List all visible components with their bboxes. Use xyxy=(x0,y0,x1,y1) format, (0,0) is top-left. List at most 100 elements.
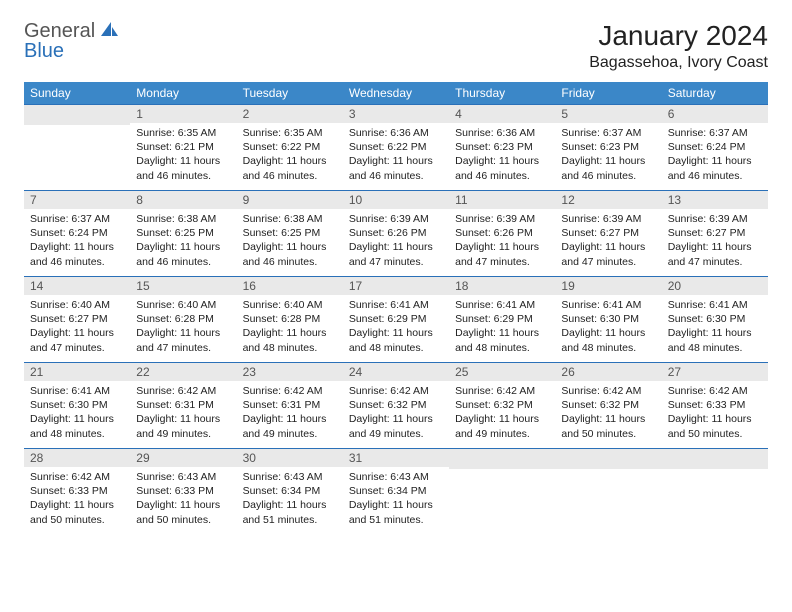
daylight-text: Daylight: 11 hours and 48 minutes. xyxy=(668,326,762,354)
day-number: 28 xyxy=(24,448,130,467)
daylight-text: Daylight: 11 hours and 51 minutes. xyxy=(243,498,337,526)
calendar-day-cell: 13Sunrise: 6:39 AMSunset: 6:27 PMDayligh… xyxy=(662,190,768,276)
day-details: Sunrise: 6:36 AMSunset: 6:22 PMDaylight:… xyxy=(343,123,449,189)
daylight-text: Daylight: 11 hours and 49 minutes. xyxy=(349,412,443,440)
day-details: Sunrise: 6:35 AMSunset: 6:21 PMDaylight:… xyxy=(130,123,236,189)
day-number xyxy=(24,104,130,125)
calendar-day-cell: 16Sunrise: 6:40 AMSunset: 6:28 PMDayligh… xyxy=(237,276,343,362)
day-number: 24 xyxy=(343,362,449,381)
day-details: Sunrise: 6:36 AMSunset: 6:23 PMDaylight:… xyxy=(449,123,555,189)
weekday-header: Tuesday xyxy=(237,82,343,104)
calendar-day-cell: 28Sunrise: 6:42 AMSunset: 6:33 PMDayligh… xyxy=(24,448,130,534)
sunrise-text: Sunrise: 6:39 AM xyxy=(668,212,762,226)
title-block: January 2024 Bagassehoa, Ivory Coast xyxy=(589,20,768,72)
calendar-day-cell: 19Sunrise: 6:41 AMSunset: 6:30 PMDayligh… xyxy=(555,276,661,362)
daylight-text: Daylight: 11 hours and 46 minutes. xyxy=(455,154,549,182)
calendar-day-cell: 20Sunrise: 6:41 AMSunset: 6:30 PMDayligh… xyxy=(662,276,768,362)
sunset-text: Sunset: 6:27 PM xyxy=(561,226,655,240)
sunrise-text: Sunrise: 6:41 AM xyxy=(455,298,549,312)
day-details: Sunrise: 6:42 AMSunset: 6:33 PMDaylight:… xyxy=(662,381,768,447)
weekday-header: Friday xyxy=(555,82,661,104)
day-number: 7 xyxy=(24,190,130,209)
weekday-header: Wednesday xyxy=(343,82,449,104)
day-number: 23 xyxy=(237,362,343,381)
day-number: 19 xyxy=(555,276,661,295)
day-number: 29 xyxy=(130,448,236,467)
sunset-text: Sunset: 6:34 PM xyxy=(243,484,337,498)
sunset-text: Sunset: 6:23 PM xyxy=(455,140,549,154)
day-number: 8 xyxy=(130,190,236,209)
sunrise-text: Sunrise: 6:37 AM xyxy=(561,126,655,140)
daylight-text: Daylight: 11 hours and 48 minutes. xyxy=(561,326,655,354)
day-details: Sunrise: 6:39 AMSunset: 6:26 PMDaylight:… xyxy=(449,209,555,275)
sunset-text: Sunset: 6:29 PM xyxy=(455,312,549,326)
day-number: 17 xyxy=(343,276,449,295)
calendar-week-row: 7Sunrise: 6:37 AMSunset: 6:24 PMDaylight… xyxy=(24,190,768,276)
sunrise-text: Sunrise: 6:43 AM xyxy=(136,470,230,484)
day-number: 9 xyxy=(237,190,343,209)
day-number xyxy=(555,448,661,469)
calendar-day-cell: 2Sunrise: 6:35 AMSunset: 6:22 PMDaylight… xyxy=(237,104,343,190)
day-details: Sunrise: 6:41 AMSunset: 6:30 PMDaylight:… xyxy=(24,381,130,447)
daylight-text: Daylight: 11 hours and 49 minutes. xyxy=(243,412,337,440)
daylight-text: Daylight: 11 hours and 46 minutes. xyxy=(136,154,230,182)
daylight-text: Daylight: 11 hours and 46 minutes. xyxy=(668,154,762,182)
sunrise-text: Sunrise: 6:36 AM xyxy=(455,126,549,140)
day-details: Sunrise: 6:41 AMSunset: 6:30 PMDaylight:… xyxy=(555,295,661,361)
calendar-day-cell: 8 Sunrise: 6:38 AMSunset: 6:25 PMDaylight… xyxy=(130,190,236,276)
day-number: 25 xyxy=(449,362,555,381)
day-details: Sunrise: 6:43 AMSunset: 6:34 PMDaylight:… xyxy=(343,467,449,533)
sunset-text: Sunset: 6:31 PM xyxy=(243,398,337,412)
day-number: 21 xyxy=(24,362,130,381)
calendar-day-cell: 31Sunrise: 6:43 AMSunset: 6:34 PMDayligh… xyxy=(343,448,449,534)
sunrise-text: Sunrise: 6:43 AM xyxy=(349,470,443,484)
day-details: Sunrise: 6:37 AMSunset: 6:23 PMDaylight:… xyxy=(555,123,661,189)
sunset-text: Sunset: 6:28 PM xyxy=(136,312,230,326)
calendar-day-cell: 27Sunrise: 6:42 AMSunset: 6:33 PMDayligh… xyxy=(662,362,768,448)
day-details: Sunrise: 6:40 AMSunset: 6:28 PMDaylight:… xyxy=(130,295,236,361)
daylight-text: Daylight: 11 hours and 49 minutes. xyxy=(455,412,549,440)
day-details: Sunrise: 6:41 AMSunset: 6:29 PMDaylight:… xyxy=(343,295,449,361)
calendar-day-cell: 10Sunrise: 6:39 AMSunset: 6:26 PMDayligh… xyxy=(343,190,449,276)
day-number: 4 xyxy=(449,104,555,123)
sunrise-text: Sunrise: 6:39 AM xyxy=(561,212,655,226)
calendar-day-cell: 30Sunrise: 6:43 AMSunset: 6:34 PMDayligh… xyxy=(237,448,343,534)
calendar-day-cell: 1Sunrise: 6:35 AMSunset: 6:21 PMDaylight… xyxy=(130,104,236,190)
day-details: Sunrise: 6:40 AMSunset: 6:27 PMDaylight:… xyxy=(24,295,130,361)
sunset-text: Sunset: 6:24 PM xyxy=(30,226,124,240)
daylight-text: Daylight: 11 hours and 47 minutes. xyxy=(349,240,443,268)
sunset-text: Sunset: 6:33 PM xyxy=(136,484,230,498)
day-number: 11 xyxy=(449,190,555,209)
calendar-day-cell: 4Sunrise: 6:36 AMSunset: 6:23 PMDaylight… xyxy=(449,104,555,190)
calendar-week-row: 21Sunrise: 6:41 AMSunset: 6:30 PMDayligh… xyxy=(24,362,768,448)
sunset-text: Sunset: 6:26 PM xyxy=(455,226,549,240)
calendar-day-cell: 26Sunrise: 6:42 AMSunset: 6:32 PMDayligh… xyxy=(555,362,661,448)
calendar-day-cell: 11Sunrise: 6:39 AMSunset: 6:26 PMDayligh… xyxy=(449,190,555,276)
sunrise-text: Sunrise: 6:42 AM xyxy=(30,470,124,484)
weekday-header: Sunday xyxy=(24,82,130,104)
sunrise-text: Sunrise: 6:41 AM xyxy=(349,298,443,312)
sunrise-text: Sunrise: 6:42 AM xyxy=(668,384,762,398)
day-number: 15 xyxy=(130,276,236,295)
sunrise-text: Sunrise: 6:41 AM xyxy=(561,298,655,312)
sunrise-text: Sunrise: 6:42 AM xyxy=(136,384,230,398)
day-details: Sunrise: 6:42 AMSunset: 6:32 PMDaylight:… xyxy=(343,381,449,447)
sunset-text: Sunset: 6:32 PM xyxy=(561,398,655,412)
sunset-text: Sunset: 6:25 PM xyxy=(136,226,230,240)
sunset-text: Sunset: 6:22 PM xyxy=(243,140,337,154)
day-number: 31 xyxy=(343,448,449,467)
day-details: Sunrise: 6:42 AMSunset: 6:32 PMDaylight:… xyxy=(555,381,661,447)
calendar-day-cell: 3Sunrise: 6:36 AMSunset: 6:22 PMDaylight… xyxy=(343,104,449,190)
day-details: Sunrise: 6:38 AMSunset: 6:25 PMDaylight:… xyxy=(237,209,343,275)
sunrise-text: Sunrise: 6:42 AM xyxy=(243,384,337,398)
day-details: Sunrise: 6:37 AMSunset: 6:24 PMDaylight:… xyxy=(24,209,130,275)
calendar-day-cell xyxy=(24,104,130,190)
calendar-day-cell: 6Sunrise: 6:37 AMSunset: 6:24 PMDaylight… xyxy=(662,104,768,190)
sunrise-text: Sunrise: 6:41 AM xyxy=(668,298,762,312)
sunrise-text: Sunrise: 6:38 AM xyxy=(136,212,230,226)
sunset-text: Sunset: 6:32 PM xyxy=(349,398,443,412)
daylight-text: Daylight: 11 hours and 46 minutes. xyxy=(136,240,230,268)
day-details: Sunrise: 6:43 AMSunset: 6:33 PMDaylight:… xyxy=(130,467,236,533)
day-number: 16 xyxy=(237,276,343,295)
weekday-header: Saturday xyxy=(662,82,768,104)
